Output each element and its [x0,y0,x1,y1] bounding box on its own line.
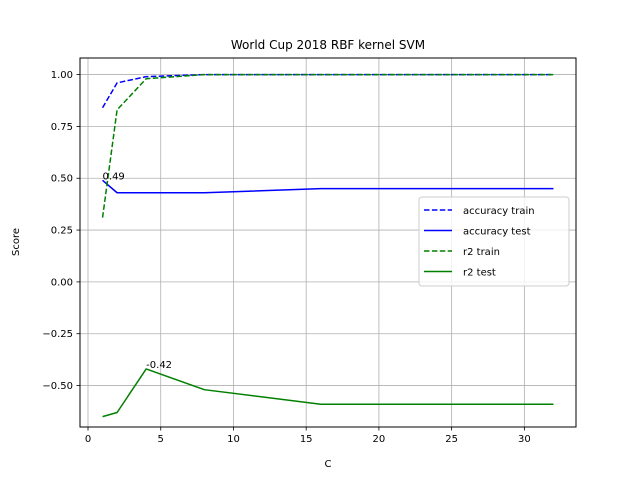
ticks: 0 5 10 15 20 25 30 −0.50 −0.25 0.00 0.25 0.50 0.75 1.… [42,70,530,445]
y-tick-label: 0.50 [51,174,73,185]
x-tick-label: 30 [518,434,531,445]
y-tick-label: 0.00 [51,277,73,288]
series-line-r2-train [101,73,554,218]
x-tick-label: 10 [227,434,240,445]
legend-box [418,196,570,287]
y-tick-label: −0.50 [42,381,73,392]
chart-title: World Cup 2018 RBF kernel SVM [231,38,425,52]
x-tick-label: 0 [85,434,91,445]
y-tick-label: −0.25 [42,329,73,340]
x-tick-label: 20 [373,434,386,445]
y-tick-label: 1.00 [51,70,73,81]
x-tick-label: 15 [300,434,313,445]
y-tick-label: 0.25 [51,226,73,237]
legend-label: r2 test [463,268,496,279]
legend: accuracy train accuracy test r2 train r2 te… [418,196,570,287]
series-line-accuracy-test [102,179,554,194]
y-axis-label: Score [11,228,22,256]
data-label: -0.42 [146,360,172,371]
axes-frame [79,57,577,428]
x-tick-label: 5 [158,434,164,445]
y-tick-label: 0.75 [51,122,73,133]
annotations: 0.49 -0.42 [103,171,173,371]
legend-label: accuracy test [463,227,531,238]
x-axis-label: C [325,459,332,470]
data-label: 0.49 [103,171,125,182]
legend-label: accuracy train [463,206,535,217]
plot-lines [101,73,554,418]
legend-label: r2 train [463,247,500,258]
series-line-r2-test [102,368,554,418]
x-tick-label: 25 [445,434,458,445]
